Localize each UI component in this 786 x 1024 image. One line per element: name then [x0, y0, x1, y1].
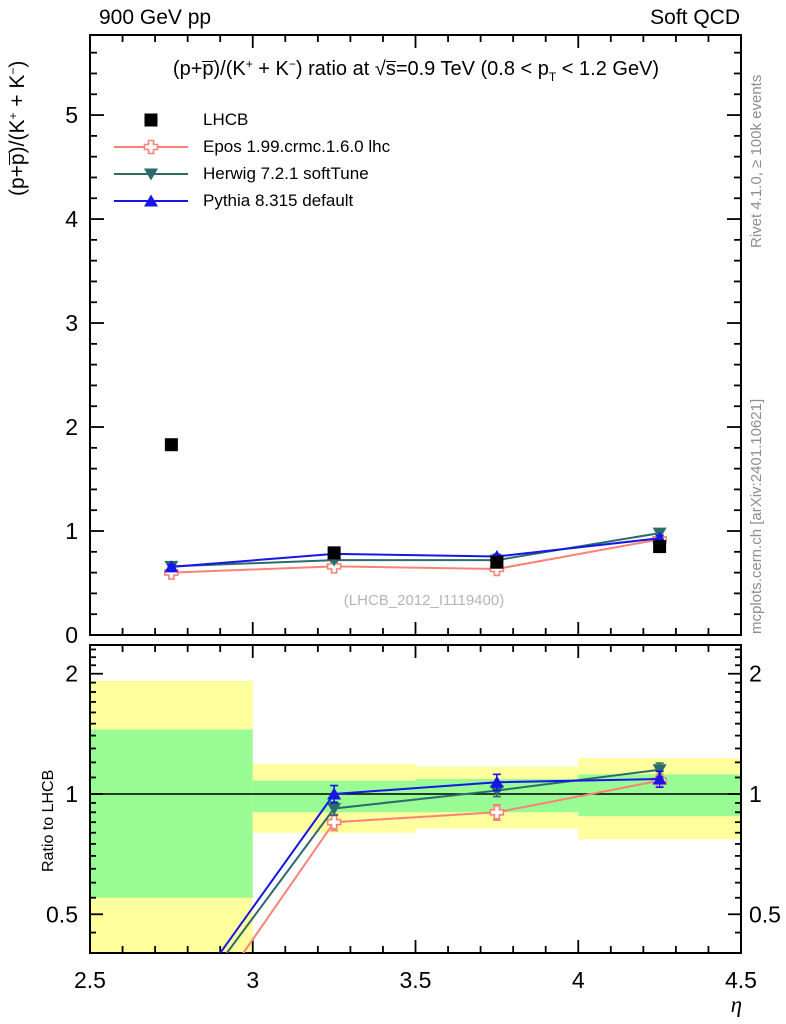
tick-label: 0.5 — [749, 901, 781, 927]
legend-item-herwig: Herwig 7.2.1 softTune — [112, 160, 390, 187]
tick-label: 2.5 — [74, 967, 106, 993]
data-point-triangle-up — [327, 787, 342, 800]
legend-label: Pythia 8.315 default — [203, 190, 354, 210]
superscript-plus: + — [245, 57, 253, 71]
data-point-square — [144, 113, 158, 126]
legend-item-lhcb: LHCB — [112, 106, 390, 133]
tick-label: 4 — [65, 206, 78, 232]
title-segment: (p+ — [172, 58, 203, 80]
tick-label: 2 — [749, 661, 762, 687]
data-point-triangle-up — [489, 775, 504, 788]
data-point-square — [327, 546, 341, 560]
herwig-marker-icon — [114, 168, 188, 180]
series-epos — [242, 773, 667, 953]
green-band — [90, 729, 253, 898]
data-point-triangle-up — [164, 560, 179, 573]
tick-label: 1 — [749, 781, 762, 807]
title-segment: + K — [252, 58, 289, 80]
tick-label: 2 — [65, 414, 78, 440]
tick-label: 1 — [65, 518, 78, 544]
plot-title: (p+ p)/(K+ + K−) ratio at √ s=0.9 TeV (0.8… — [92, 57, 740, 84]
pythia-marker-icon — [114, 194, 188, 206]
legend-label: Herwig 7.2.1 softTune — [203, 163, 369, 183]
superscript-minus: − — [288, 57, 296, 71]
data-point-triangle-up — [144, 194, 158, 206]
sqrt-sign: √ — [374, 58, 386, 80]
tick-label: 2 — [65, 661, 78, 687]
tick-label: 3 — [246, 967, 259, 993]
main-y-tick-labels: 0 1 2 3 4 5 — [65, 102, 78, 648]
subscript-pt: T — [548, 70, 557, 84]
title-segment: ) ratio at — [295, 58, 375, 80]
title-segment: < 1.2 GeV) — [556, 58, 660, 80]
series-line — [171, 537, 660, 568]
title-segment: )/(K — [213, 58, 246, 80]
series-line — [171, 538, 660, 574]
tick-label: 5 — [65, 102, 78, 128]
series-line — [242, 779, 660, 953]
tick-label: 0 — [65, 622, 78, 648]
data-point-triangle-down — [652, 764, 667, 777]
data-point-open-cross — [326, 814, 342, 830]
legend-item-pythia: Pythia 8.315 default — [112, 187, 390, 214]
data-point-triangle-up — [164, 1015, 178, 1024]
axis-ticks — [89, 35, 742, 953]
pbar-overline: p — [202, 58, 214, 80]
title-segment: =0.9 TeV (0.8 < p — [395, 58, 549, 80]
x-tick-labels: 2.5 3 3.5 4 4.5 — [74, 967, 757, 993]
tick-label: 0.5 — [46, 901, 78, 927]
tick-label: 4.5 — [725, 967, 757, 993]
data-point-triangle-down — [144, 168, 158, 180]
series-herwig — [164, 527, 667, 573]
x-axis-title: η — [730, 992, 742, 1017]
mcplots-arxiv-note: mcplots.cern.ch [arXiv:2401.10621] — [748, 398, 765, 634]
sqrt-s-overline: s — [385, 58, 396, 80]
tick-label: 1 — [65, 781, 78, 807]
tick-label: 3 — [65, 310, 78, 336]
main-y-axis-title: (p+ p)/(K+ + K−) — [6, 60, 29, 196]
data-point-triangle-down — [327, 802, 342, 815]
data-point-square — [490, 555, 504, 569]
series-pythia — [164, 770, 667, 1024]
analysis-id-watermark: (LHCB_2012_I1119400) — [343, 592, 505, 609]
legend-item-epos: Epos 1.99.crmc.1.6.0 lhc — [112, 133, 390, 160]
pbar-overline: p — [6, 153, 29, 166]
ratio-y-tick-labels: 0.5 0.5 1 1 2 2 — [46, 661, 781, 928]
legend: LHCB Epos 1.99.crmc.1.6.0 lhc Herwig 7.2… — [112, 106, 390, 214]
process-group-label: Soft QCD — [650, 6, 740, 29]
data-point-open-cross — [143, 139, 159, 154]
legend-label: Epos 1.99.crmc.1.6.0 lhc — [203, 136, 391, 156]
series-line — [219, 778, 660, 953]
rivet-version-note: Rivet 4.1.0, ≥ 100k events — [748, 74, 765, 248]
series-lhcb — [164, 438, 667, 569]
tick-label: 3.5 — [400, 967, 432, 993]
lhcb-marker-icon — [144, 113, 158, 126]
epos-marker-icon — [114, 139, 188, 154]
legend-label: LHCB — [203, 109, 249, 129]
beam-energy-label: 900 GeV pp — [99, 6, 212, 29]
data-point-open-cross — [489, 804, 505, 820]
data-point-square — [164, 438, 178, 452]
ratio-y-axis-title: Ratio to LHCB — [40, 769, 57, 872]
data-point-triangle-up — [652, 772, 667, 785]
data-point-square — [653, 540, 667, 554]
tick-label: 4 — [572, 967, 585, 993]
uncertainty-bands — [90, 680, 741, 953]
